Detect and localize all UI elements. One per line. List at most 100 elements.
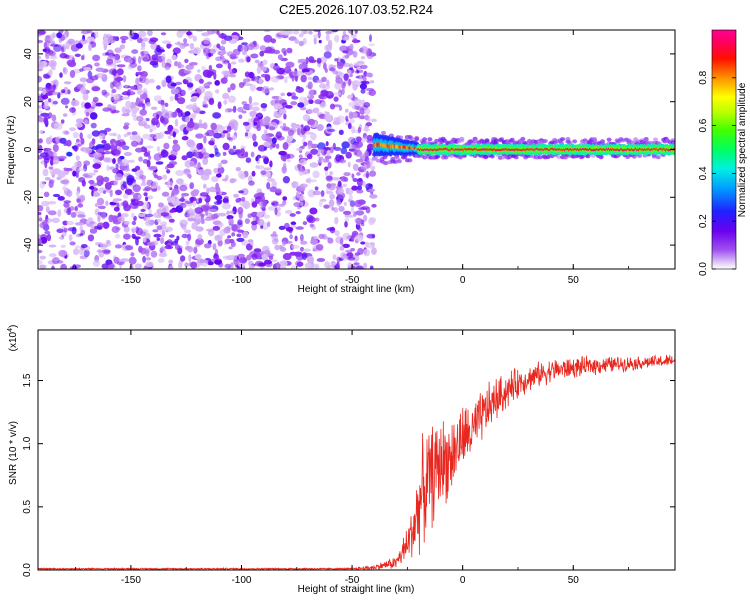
spectrogram-noise-blob — [117, 133, 121, 141]
spectrogram-noise-blob — [138, 245, 143, 253]
spectrogram-noise-blob — [354, 199, 363, 208]
spectrogram-noise-blob — [252, 102, 260, 106]
spectrogram-noise-blob — [123, 226, 130, 233]
spectrogram-noise-blob — [49, 55, 58, 60]
spectrogram-band-halo — [381, 130, 386, 135]
spectrogram-noise-blob — [359, 75, 363, 82]
spectrogram-noise-blob — [148, 155, 152, 160]
spectrogram-noise-blob — [153, 233, 162, 238]
spectrogram-noise-blob — [342, 85, 346, 91]
spectrogram-noise-blob — [108, 132, 117, 137]
spectrogram-noise-blob — [350, 248, 355, 252]
spectrogram-noise-blob — [294, 251, 303, 257]
spectrogram-noise-blob — [119, 44, 126, 50]
spectrogram-noise-blob — [166, 215, 172, 219]
spectrogram-noise-blob — [214, 234, 223, 242]
spectrogram-noise-blob — [147, 195, 154, 200]
spectrogram-noise-blob — [256, 165, 265, 170]
spectrogram-noise-blob — [245, 83, 253, 87]
spectrogram-noise-blob — [337, 180, 342, 188]
spectrogram-xtick-label: 50 — [568, 275, 580, 286]
spectrogram-noise-blob — [354, 234, 364, 242]
spectrogram-noise-blob — [148, 165, 158, 170]
spectrogram-noise-blob — [307, 216, 316, 224]
spectrogram-noise-blob — [172, 131, 176, 138]
spectrogram-noise-blob — [295, 147, 303, 151]
spectrogram-noise-blob — [102, 221, 110, 229]
spectrogram-noise-blob — [193, 246, 198, 254]
spectrogram-noise-blob — [147, 150, 151, 154]
spectrogram-noise-blob — [254, 59, 260, 64]
snr-xlabel: Height of straight line (km) — [298, 584, 415, 595]
spectrogram-noise-blob — [83, 147, 93, 154]
spectrogram-noise-blob — [271, 259, 278, 263]
spectrogram-noise-blob — [335, 154, 342, 163]
spectrogram-noise-blob — [252, 141, 258, 147]
spectrogram-noise-blob — [112, 198, 118, 203]
spectrogram-band-halo — [606, 137, 612, 142]
spectrogram-noise-blob — [354, 30, 358, 34]
spectrogram-noise-blob — [52, 257, 60, 265]
snr-scale-prefix: (x10 — [8, 331, 19, 351]
spectrogram-noise-blob — [153, 174, 159, 179]
spectrogram-noise-blob — [184, 58, 189, 64]
spectrogram-noise-blob — [70, 99, 80, 107]
spectrogram-noise-blob — [257, 112, 263, 118]
spectrogram-noise-blob — [150, 106, 158, 110]
spectrogram-noise-blob — [344, 249, 353, 253]
spectrogram-noise-blob — [251, 170, 256, 177]
spectrogram-noise-blob — [348, 136, 355, 144]
spectrogram-noise-blob — [158, 202, 164, 208]
spectrogram-noise-blob — [287, 129, 295, 136]
spectrogram-noise-blob — [165, 226, 173, 232]
spectrogram-noise-blob — [130, 252, 135, 257]
spectrogram-noise-blob — [77, 214, 86, 218]
spectrogram-band-halo — [592, 137, 597, 141]
spectrogram-noise-blob — [43, 191, 50, 198]
spectrogram-noise-blob — [351, 126, 355, 134]
spectrogram-noise-blob — [169, 264, 173, 269]
spectrogram-noise-blob — [80, 137, 85, 145]
colorbar-tick-label: 0.6 — [698, 118, 709, 132]
spectrogram-noise-blob — [235, 167, 241, 172]
spectrogram-noise-blob — [113, 59, 122, 64]
spectrogram-noise-blob — [222, 130, 228, 134]
spectrogram-noise-blob — [266, 178, 275, 182]
spectrogram-noise-blob — [233, 193, 240, 198]
spectrogram-noise-blob — [137, 85, 143, 90]
spectrogram-noise-blob — [39, 130, 43, 134]
spectrogram-noise-blob — [136, 115, 144, 122]
spectrogram-noise-blob — [308, 30, 313, 35]
spectrogram-noise-blob — [269, 160, 273, 168]
spectrogram-noise-blob — [63, 167, 68, 171]
spectrogram-noise-blob — [136, 200, 144, 207]
spectrogram-noise-blob — [366, 134, 373, 142]
spectrogram-noise-blob — [40, 112, 50, 117]
spectrogram-noise-blob — [208, 98, 215, 105]
spectrogram-noise-blob — [296, 70, 303, 77]
spectrogram-noise-blob — [260, 170, 267, 176]
spectrogram-noise-blob — [140, 51, 145, 57]
spectrogram-noise-blob — [259, 50, 265, 57]
spectrogram-noise-blob — [227, 87, 231, 93]
spectrogram-noise-blob — [369, 242, 375, 246]
spectrogram-noise-blob — [89, 228, 98, 234]
spectrogram-noise-blob — [277, 54, 283, 60]
spectrogram-band-halo — [655, 155, 661, 160]
spectrogram-noise-blob — [303, 141, 308, 147]
spectrogram-noise-blob — [194, 207, 204, 214]
spectrogram-noise-blob — [72, 131, 79, 139]
spectrogram-noise-blob — [196, 258, 206, 264]
spectrogram-noise-blob — [296, 127, 301, 136]
spectrogram-noise-blob — [309, 207, 318, 215]
spectrogram-noise-blob — [224, 109, 228, 113]
spectrogram-noise-blob — [227, 62, 232, 70]
spectrogram-noise-blob — [298, 158, 308, 165]
spectrogram-noise-blob — [280, 92, 286, 97]
spectrogram-noise-blob — [360, 56, 366, 60]
spectrogram-noise-blob — [230, 120, 239, 129]
spectrogram-noise-blob — [120, 258, 130, 262]
spectrogram-noise-blob — [63, 227, 68, 233]
spectrogram-noise-blob — [93, 190, 99, 198]
